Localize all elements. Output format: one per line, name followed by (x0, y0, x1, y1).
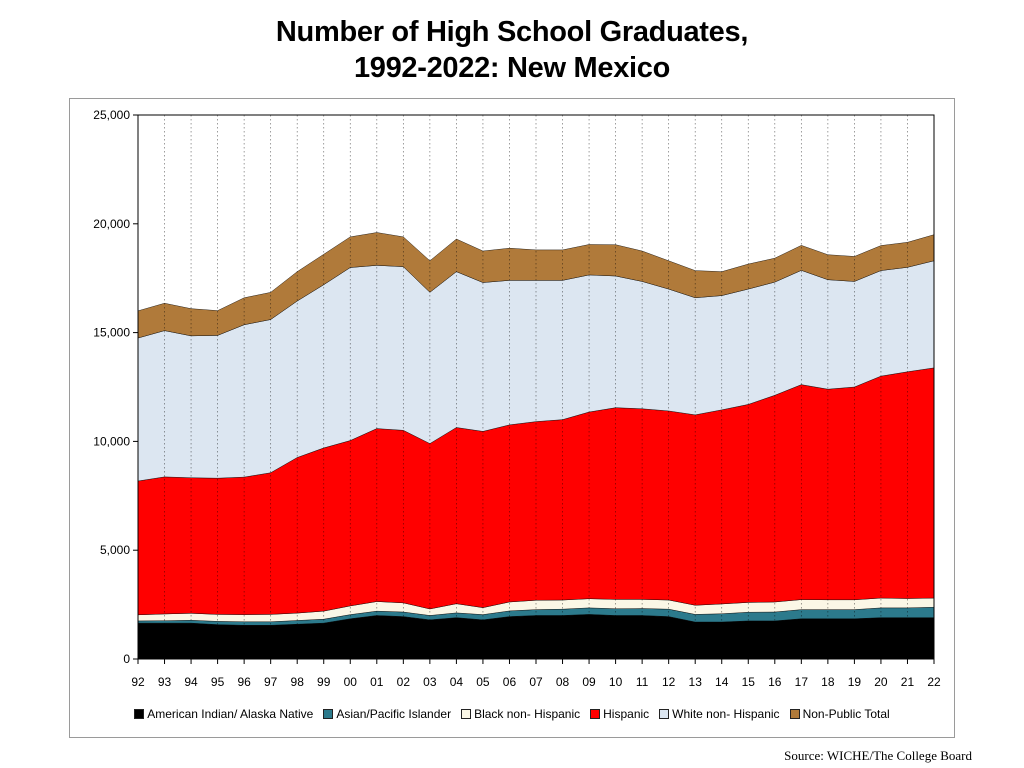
y-tick-label: 10,000 (93, 434, 130, 448)
legend-swatch (323, 709, 334, 719)
y-tick-label: 5,000 (100, 543, 130, 557)
x-tick-label: 00 (344, 675, 358, 689)
x-tick-label: 22 (927, 675, 941, 689)
legend-item: American Indian/ Alaska Native (134, 707, 313, 721)
legend-swatch (461, 709, 472, 719)
x-tick-label: 15 (742, 675, 756, 689)
x-tick-label: 20 (874, 675, 888, 689)
x-tick-label: 19 (848, 675, 862, 689)
x-tick-label: 13 (689, 675, 703, 689)
x-tick-label: 03 (423, 675, 437, 689)
stacked-area-chart: 0 5,000 10,000 15,000 20,000 25,000 92 93 94 95 96… (93, 108, 941, 689)
x-tick-label: 17 (795, 675, 809, 689)
chart-title: Number of High School Graduates, 1992-20… (0, 14, 1024, 86)
x-tick-label: 94 (184, 675, 198, 689)
x-tick-label: 95 (211, 675, 225, 689)
x-tick-label: 10 (609, 675, 623, 689)
x-tick-label: 06 (503, 675, 517, 689)
x-tick-label: 08 (556, 675, 570, 689)
x-tick-label: 02 (397, 675, 411, 689)
x-tick-label: 11 (636, 675, 649, 689)
legend-label: White non- Hispanic (672, 707, 780, 721)
x-tick-label: 98 (291, 675, 305, 689)
legend-label: Non-Public Total (802, 707, 890, 721)
legend-label: Hispanic (603, 707, 650, 721)
chart-frame: 0 5,000 10,000 15,000 20,000 25,000 92 93 94 95 96… (69, 98, 955, 738)
legend-label: Asian/Pacific Islander (336, 707, 452, 721)
chart-title-line-1: Number of High School Graduates, (275, 16, 749, 48)
y-tick-label: 0 (123, 652, 130, 666)
x-tick-label: 99 (317, 675, 331, 689)
source-note: Source: WICHE/The College Board (784, 748, 972, 763)
legend-label: American Indian/ Alaska Native (147, 707, 314, 721)
legend-item: Asian/Pacific Islander (323, 707, 451, 721)
y-tick-label: 15,000 (93, 326, 130, 340)
y-tick-label: 25,000 (93, 108, 130, 122)
x-tick-label: 97 (264, 675, 278, 689)
x-tick-label: 04 (450, 675, 464, 689)
chart-title-line-2: 1992-2022: New Mexico (353, 52, 671, 84)
legend-label: Black non- Hispanic (474, 707, 581, 721)
legend-swatch (134, 709, 145, 719)
x-tick-label: 92 (131, 675, 145, 689)
x-tick-label: 05 (476, 675, 490, 689)
legend-item: Non-Public Total (789, 707, 890, 721)
x-tick-label: 96 (237, 675, 251, 689)
legend-item: White non- Hispanic (659, 707, 780, 721)
x-tick-label: 21 (901, 675, 915, 689)
x-tick-label: 14 (715, 675, 729, 689)
x-tick-label: 18 (821, 675, 835, 689)
x-tick-label: 01 (370, 675, 384, 689)
x-tick-label: 07 (529, 675, 543, 689)
legend-item: Hispanic (590, 707, 649, 721)
legend-item: Black non- Hispanic (461, 707, 580, 721)
legend-swatch (659, 709, 670, 719)
x-tick-label: 16 (768, 675, 782, 689)
x-tick-label: 12 (662, 675, 676, 689)
x-tick-label: 93 (158, 675, 172, 689)
chart-legend: American Indian/ Alaska Native Asian/Paci… (70, 707, 954, 721)
legend-swatch (590, 709, 601, 719)
x-tick-label: 09 (582, 675, 596, 689)
legend-swatch (789, 709, 800, 719)
y-tick-label: 20,000 (93, 217, 130, 231)
